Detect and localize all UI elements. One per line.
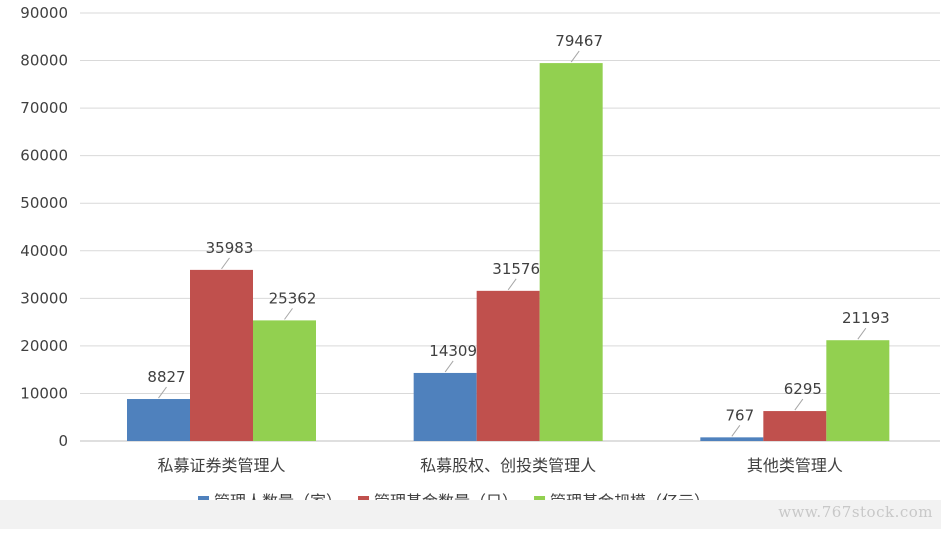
bar [539, 63, 603, 441]
footer-strip [0, 500, 941, 529]
data-label: 14309 [429, 342, 477, 360]
data-label: 25362 [269, 289, 317, 307]
data-label: 6295 [784, 380, 822, 398]
data-label: 31576 [492, 260, 540, 278]
bar [476, 290, 540, 441]
bar [127, 399, 190, 441]
y-tick-label: 50000 [20, 194, 68, 212]
data-label-leader [794, 398, 804, 411]
bar [700, 437, 764, 441]
bar [253, 320, 316, 441]
data-label-leader [507, 278, 517, 291]
y-tick-label: 40000 [20, 242, 68, 260]
data-label-leader [221, 257, 230, 270]
data-label: 767 [726, 406, 755, 424]
bar [413, 372, 477, 441]
data-label-leader [444, 360, 454, 373]
y-tick-label: 30000 [20, 289, 68, 307]
data-label: 8827 [147, 368, 185, 386]
data-label-leader [570, 50, 580, 63]
bar [763, 411, 827, 441]
data-label: 35983 [206, 239, 254, 257]
x-category-label: 其他类管理人 [747, 456, 843, 475]
y-tick-label: 80000 [20, 52, 68, 70]
data-label-leader [284, 308, 293, 320]
data-label: 21193 [842, 309, 890, 327]
data-label-leader [731, 425, 741, 437]
x-category-label: 私募证券类管理人 [157, 456, 285, 475]
y-tick-label: 90000 [20, 4, 68, 22]
data-label-leader [857, 327, 867, 340]
y-tick-label: 70000 [20, 99, 68, 117]
y-tick-label: 60000 [20, 147, 68, 165]
data-label-leader [158, 386, 167, 399]
y-tick-label: 20000 [20, 337, 68, 355]
x-category-label: 私募股权、创投类管理人 [420, 456, 596, 475]
bar [826, 340, 890, 441]
data-label: 79467 [555, 32, 603, 50]
watermark: www.767stock.com [778, 503, 933, 521]
y-tick-label: 0 [58, 432, 68, 450]
bar [190, 269, 253, 441]
y-tick-label: 10000 [20, 384, 68, 402]
